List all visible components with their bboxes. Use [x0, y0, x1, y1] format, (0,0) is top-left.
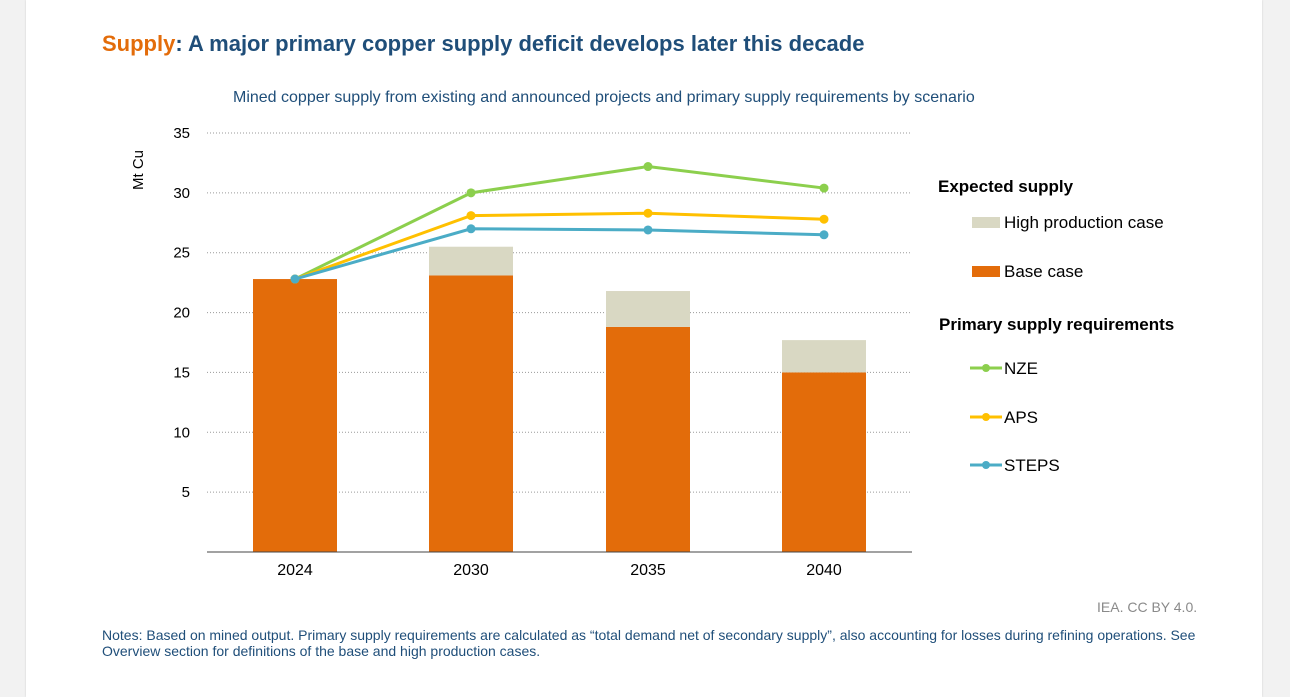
chart-notes: Notes: Based on mined output. Primary su…	[102, 627, 1196, 659]
bar-high-production-case	[782, 340, 866, 373]
y-tick-label: 15	[173, 364, 190, 381]
legend-marker-steps	[982, 461, 990, 469]
legend-swatch-base-case	[972, 266, 1000, 277]
legend-heading-expected-supply: Expected supply	[938, 177, 1074, 196]
credit-label: IEA. CC BY 4.0.	[1097, 599, 1198, 615]
point-steps	[290, 274, 300, 284]
bar-high-production-case	[606, 291, 690, 327]
chart-subtitle: Mined copper supply from existing and an…	[233, 89, 975, 106]
bar-base-case	[253, 279, 337, 552]
y-tick-label: 25	[173, 245, 190, 262]
bar-base-case	[782, 372, 866, 552]
point-nze	[819, 183, 829, 193]
point-aps	[819, 214, 829, 224]
x-tick-label: 2030	[453, 562, 489, 579]
legend-swatch-high-production-case	[972, 217, 1000, 228]
legend-label-nze: NZE	[1004, 359, 1038, 378]
x-tick-label: 2040	[806, 562, 842, 579]
point-steps	[819, 230, 829, 240]
point-steps	[643, 225, 653, 235]
bar-high-production-case	[429, 246, 513, 276]
title-keyword: Supply	[102, 31, 176, 56]
line-nze	[294, 165, 825, 281]
y-tick-label: 35	[173, 125, 190, 142]
bar-base-case	[429, 275, 513, 552]
legend-label-high-production-case: High production case	[1004, 213, 1164, 232]
legend-marker-nze	[982, 364, 990, 372]
y-axis-label: Mt Cu	[130, 150, 147, 190]
line-steps	[294, 227, 825, 281]
point-nze	[466, 188, 476, 198]
bar-base-case	[606, 326, 690, 552]
title-text: A major primary copper supply deficit de…	[187, 31, 865, 56]
point-aps	[643, 208, 653, 218]
legend-marker-aps	[982, 413, 990, 421]
y-tick-label: 10	[173, 424, 190, 441]
legend-label-steps: STEPS	[1004, 456, 1060, 475]
y-tick-label: 30	[173, 185, 190, 202]
y-tick-label: 5	[182, 484, 190, 501]
y-tick-label: 20	[173, 305, 190, 322]
legend-label-base-case: Base case	[1004, 262, 1083, 281]
x-tick-label: 2024	[277, 562, 313, 579]
legend-label-aps: APS	[1004, 408, 1038, 427]
page-title: Supply: A major primary copper supply de…	[102, 31, 864, 57]
point-nze	[643, 162, 653, 172]
legend-heading-primary-supply: Primary supply requirements	[939, 315, 1174, 334]
title-separator: :	[175, 31, 188, 56]
x-tick-label: 2035	[630, 562, 666, 579]
point-aps	[466, 211, 476, 221]
line-aps	[294, 211, 825, 281]
point-steps	[466, 224, 476, 234]
